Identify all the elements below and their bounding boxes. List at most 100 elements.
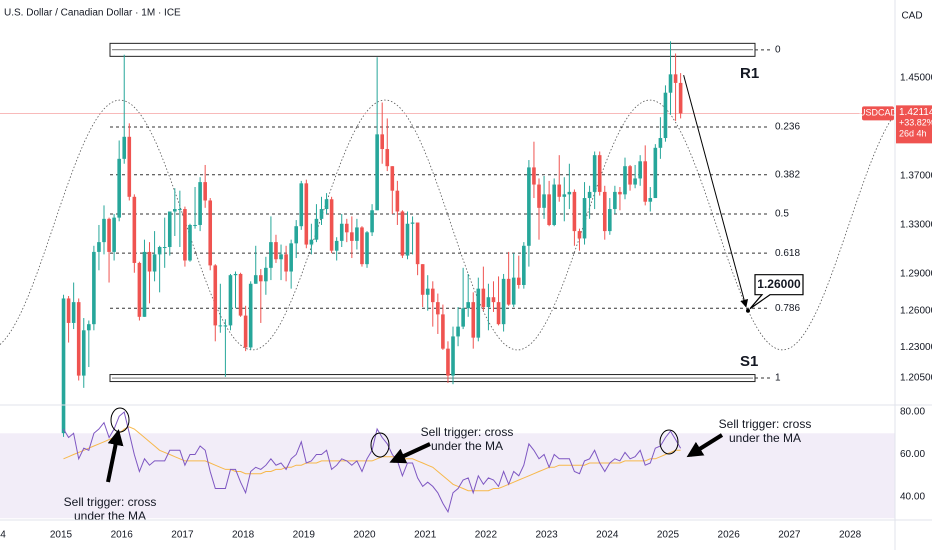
candle-body bbox=[334, 240, 339, 251]
candle-body bbox=[360, 227, 364, 265]
change-label: +33.82% bbox=[899, 118, 932, 128]
cycle-curve bbox=[0, 99, 893, 351]
y-tick-label: 1.20500 bbox=[900, 373, 932, 384]
support-label: S1 bbox=[740, 353, 758, 370]
candle-body bbox=[344, 223, 349, 233]
candle-body bbox=[299, 183, 304, 227]
candle-body bbox=[324, 199, 329, 210]
candle-body bbox=[385, 149, 390, 167]
rsi-tick-label: 40.00 bbox=[900, 492, 925, 503]
candle-body bbox=[425, 288, 430, 295]
candle-body bbox=[319, 209, 324, 219]
candle-body bbox=[436, 302, 440, 315]
candle-body bbox=[198, 182, 202, 225]
candle-body bbox=[516, 277, 521, 285]
candle-body bbox=[188, 224, 192, 261]
target-point bbox=[746, 308, 750, 313]
candle-body bbox=[107, 218, 111, 252]
candle-body bbox=[466, 302, 470, 309]
candle-body bbox=[663, 92, 668, 139]
y-tick-label: 1.37000 bbox=[900, 171, 932, 182]
candle-body bbox=[658, 138, 663, 148]
candle-body bbox=[66, 298, 71, 323]
candle-body bbox=[329, 199, 334, 251]
candle-body bbox=[178, 209, 182, 211]
candle-body bbox=[127, 136, 132, 197]
currency-label: CAD bbox=[901, 11, 922, 22]
x-tick-label: 2019 bbox=[293, 530, 316, 541]
candle-body bbox=[557, 184, 562, 197]
x-tick-label: 2021 bbox=[414, 530, 437, 541]
candle-body bbox=[638, 161, 642, 179]
y-tick-label: 1.33000 bbox=[900, 220, 932, 231]
candle-body bbox=[522, 245, 526, 285]
candle-body bbox=[304, 183, 309, 245]
candle-body bbox=[365, 232, 369, 265]
candle-body bbox=[618, 191, 622, 195]
candle-body bbox=[223, 325, 228, 327]
candle-body bbox=[552, 184, 556, 225]
candle-body bbox=[309, 239, 314, 245]
candle-body bbox=[213, 265, 218, 326]
x-tick-label: 2024 bbox=[596, 530, 619, 541]
candle-body bbox=[597, 155, 602, 192]
candle-body bbox=[461, 308, 465, 327]
candle-body bbox=[547, 194, 551, 225]
fib-label: 0.5 bbox=[775, 209, 789, 220]
rsi-ma-line bbox=[63, 426, 681, 492]
candle-body bbox=[102, 218, 106, 243]
candle-body bbox=[233, 273, 238, 276]
candle-body bbox=[613, 191, 617, 210]
x-tick-label: 2016 bbox=[111, 530, 134, 541]
candle-body bbox=[339, 223, 344, 241]
target-label: 1.26000 bbox=[757, 277, 801, 291]
candle-body bbox=[228, 275, 233, 326]
trigger-circle bbox=[659, 429, 679, 455]
candle-body bbox=[193, 224, 197, 226]
candle-body bbox=[203, 182, 207, 201]
candle-body bbox=[248, 283, 253, 348]
candle-body bbox=[167, 211, 172, 248]
candle-body bbox=[71, 302, 76, 323]
candle-body bbox=[355, 227, 359, 241]
y-tick-label: 1.29000 bbox=[900, 269, 932, 280]
candle-body bbox=[400, 211, 405, 256]
resistance-label: R1 bbox=[740, 65, 759, 82]
candle-body bbox=[147, 251, 152, 272]
candle-body bbox=[370, 210, 374, 233]
candle-body bbox=[137, 262, 142, 317]
candle-body bbox=[87, 324, 91, 331]
candle-body bbox=[577, 231, 582, 239]
candle-body bbox=[253, 275, 258, 284]
x-tick-label: 2023 bbox=[535, 530, 558, 541]
candle-body bbox=[132, 196, 137, 263]
x-tick-label: 2027 bbox=[778, 530, 801, 541]
candle-body bbox=[284, 254, 288, 272]
candle-body bbox=[501, 278, 506, 325]
candle-body bbox=[415, 222, 420, 265]
candle-body bbox=[112, 217, 116, 252]
candle-body bbox=[259, 275, 263, 282]
trigger-text: Sell trigger: cross bbox=[64, 495, 157, 509]
candle-body bbox=[481, 288, 486, 308]
symbol-label: USDCAD bbox=[859, 108, 898, 118]
symbol-badge bbox=[862, 106, 894, 121]
x-tick-label: 2020 bbox=[353, 530, 376, 541]
candle-body bbox=[673, 74, 678, 83]
trigger-circle bbox=[370, 432, 390, 458]
candle-body bbox=[173, 209, 177, 212]
rsi-tick-label: 60.00 bbox=[900, 449, 925, 460]
candle-body bbox=[668, 74, 673, 93]
trigger-text: under the MA bbox=[729, 431, 801, 445]
candle-body bbox=[486, 297, 491, 308]
countdown-label: 26d 4h bbox=[899, 129, 927, 139]
fib-label: 0 bbox=[775, 44, 781, 55]
candle-body bbox=[238, 273, 243, 316]
trigger-arrow bbox=[686, 433, 724, 458]
x-tick-label: 2025 bbox=[657, 530, 680, 541]
candle-body bbox=[506, 278, 511, 305]
candle-body bbox=[567, 191, 572, 195]
candle-body bbox=[97, 242, 101, 252]
projection-arrow bbox=[683, 74, 749, 308]
